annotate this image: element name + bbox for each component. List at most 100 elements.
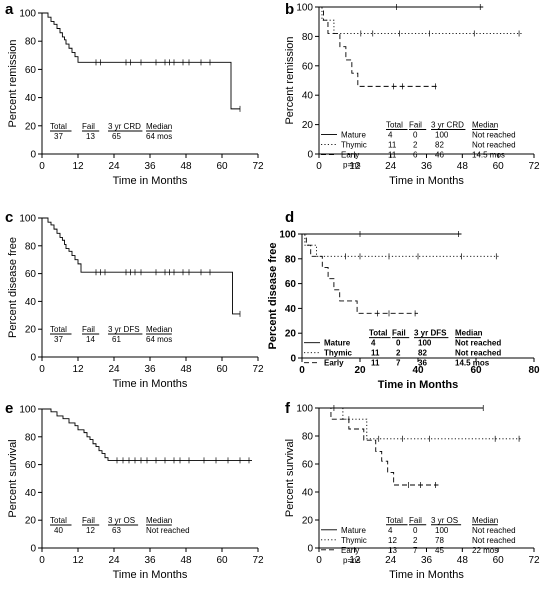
stats-cell: 14.5 mos (455, 359, 490, 368)
stats-cell: 0 (396, 339, 401, 348)
stats-cell: 2 (413, 536, 418, 545)
x-tick-label: 72 (252, 161, 264, 172)
legend-label: Early (341, 151, 359, 160)
panel-letter: a (5, 1, 14, 18)
stats-header: Fail (82, 325, 95, 334)
x-tick-label: 36 (144, 555, 156, 566)
stats-cell: 78 (435, 536, 444, 545)
stats-cell: 46 (435, 151, 444, 160)
x-tick-label: 72 (528, 555, 540, 566)
km-curve-early (319, 407, 439, 486)
panel-a: a 0 12 24 36 48 60 72 0 20 40 60 80 100 Time in Months… (5, 1, 264, 187)
stats-header: 3 yr CRD (431, 121, 464, 130)
x-tick-label: 60 (493, 161, 505, 172)
stats-cell: 37 (54, 132, 63, 141)
x-tick-label: 0 (316, 555, 322, 566)
x-tick-label: 0 (299, 365, 305, 376)
legend-label: Thymic (324, 349, 353, 358)
x-tick-label: 12 (72, 555, 84, 566)
stats-header: Median (146, 516, 172, 525)
stats-cell: 2 (396, 349, 401, 358)
stats-cell: 7 (413, 546, 418, 555)
x-tick-label: 60 (216, 364, 228, 375)
stats-cell: 12 (86, 526, 95, 535)
stats-header: 3 yr CRD (108, 122, 141, 131)
stats-cell: 4 (388, 131, 393, 140)
x-tick-label: 0 (39, 364, 45, 375)
stats-cell: 100 (435, 526, 449, 535)
y-tick-label: 20 (302, 120, 314, 131)
y-tick-label: 0 (30, 150, 36, 161)
stats-cell: 64 mos (146, 335, 172, 344)
x-axis-title: Time in Months (113, 378, 188, 390)
x-tick-label: 40 (412, 365, 424, 376)
stats-cell: 13 (86, 132, 95, 141)
y-tick-label: 100 (296, 404, 313, 415)
y-axis-title: Percent survival (284, 439, 296, 517)
x-tick-label: 24 (108, 161, 120, 172)
stats-header: Total (50, 516, 67, 525)
x-tick-label: 72 (252, 555, 264, 566)
stats-header: Fail (392, 329, 406, 338)
stats-header: Total (50, 325, 67, 334)
x-axis-title: Time in Months (113, 569, 188, 581)
stats-header: Total (386, 516, 403, 525)
x-tick-label: 24 (385, 161, 397, 172)
y-tick-label: 0 (290, 354, 296, 365)
x-tick-label: 48 (457, 555, 469, 566)
km-curve-thymic (319, 407, 523, 440)
stats-cell: Not reached (146, 526, 190, 535)
stats-header: 3 yr OS (431, 516, 458, 525)
panel-e: e 0 12 24 36 48 60 72 0 20 40 60 80 100 Time in Months… (5, 400, 264, 581)
panel-letter: c (5, 209, 13, 226)
x-tick-label: 0 (39, 161, 45, 172)
stats-cell: 0 (413, 131, 418, 140)
y-axis-title: Percent survival (7, 439, 19, 517)
y-tick-label: 20 (25, 325, 37, 336)
stats-cell: 14.5 mos (472, 151, 505, 160)
y-tick-label: 20 (285, 329, 297, 340)
y-tick-label: 60 (25, 460, 37, 471)
y-tick-label: 40 (25, 297, 37, 308)
x-tick-label: 36 (144, 364, 156, 375)
y-tick-label: 40 (285, 304, 297, 315)
stats-cell: 61 (112, 335, 121, 344)
km-curve-early (319, 6, 439, 87)
x-tick-label: 36 (421, 555, 433, 566)
y-tick-label: 80 (302, 32, 314, 43)
stats-header: Median (146, 325, 172, 334)
legend-label: Thymic (341, 141, 367, 150)
panel-letter: d (285, 209, 294, 226)
x-tick-label: 24 (108, 364, 120, 375)
y-tick-label: 100 (19, 405, 36, 416)
km-curve-thymic (319, 6, 523, 34)
stats-cell: 65 (112, 132, 121, 141)
y-tick-label: 80 (285, 254, 297, 265)
stats-cell: Not reached (455, 349, 501, 358)
y-tick-label: 20 (302, 516, 314, 527)
y-tick-label: 0 (307, 150, 313, 161)
km-curve-overall (42, 12, 240, 110)
stats-header: 3 yr OS (108, 516, 135, 525)
y-tick-label: 40 (25, 93, 37, 104)
km-curve-thymic (302, 233, 500, 257)
stats-cell: 82 (435, 141, 444, 150)
x-tick-label: 60 (470, 365, 482, 376)
stats-header: 3 yr DFS (108, 325, 140, 334)
stats-cell: 100 (418, 339, 432, 348)
x-axis-title: Time in Months (113, 175, 188, 187)
x-tick-label: 72 (528, 161, 540, 172)
y-tick-label: 0 (307, 544, 313, 555)
km-curve-overall (42, 408, 252, 461)
stats-cell: Not reached (472, 536, 516, 545)
x-tick-label: 36 (421, 161, 433, 172)
stats-header: Total (386, 121, 403, 130)
y-axis-title: Percent disease free (267, 242, 279, 349)
y-tick-label: 80 (25, 241, 37, 252)
stats-cell: 40 (54, 526, 63, 535)
stats-cell: Not reached (472, 131, 516, 140)
x-tick-label: 12 (72, 161, 84, 172)
stats-cell: 0 (413, 526, 418, 535)
stats-cell: 63 (112, 526, 121, 535)
x-tick-label: 36 (144, 161, 156, 172)
